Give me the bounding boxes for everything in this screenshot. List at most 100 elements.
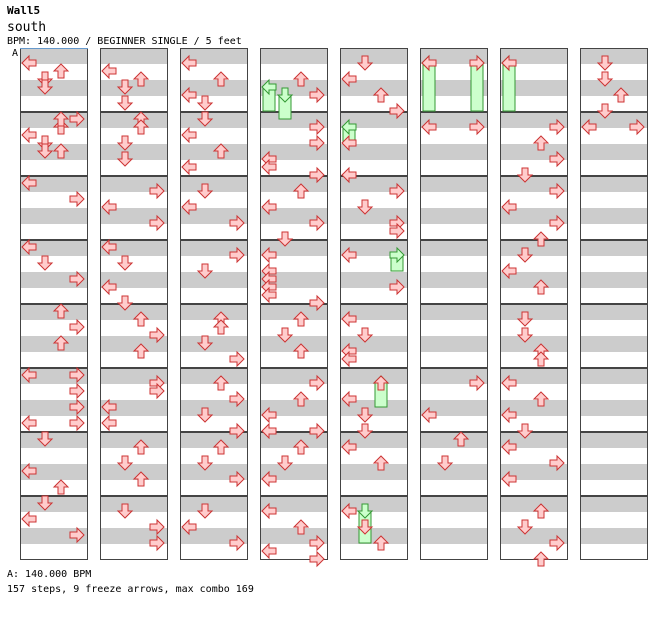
step-arrow (341, 438, 357, 456)
measure-frame (420, 48, 488, 112)
step-arrow (356, 199, 374, 215)
stripe (580, 472, 648, 480)
step-arrow (372, 87, 390, 103)
measure-frame (580, 112, 648, 176)
measure-frame (180, 304, 248, 368)
stripe (500, 440, 568, 448)
stripe (260, 472, 328, 480)
step-arrow (261, 246, 277, 264)
stripe (500, 80, 568, 88)
stripe (580, 48, 648, 56)
step-arrow (116, 151, 134, 167)
stripe (260, 368, 328, 376)
step-arrow (292, 71, 310, 87)
stripe (420, 528, 488, 536)
measure-frame (420, 304, 488, 368)
measure-frame (420, 240, 488, 304)
stripe (260, 184, 328, 192)
measure-frame (340, 240, 408, 304)
step-arrow (132, 471, 150, 487)
song-artist: south (7, 20, 47, 35)
step-arrow (501, 262, 517, 280)
step-arrow (389, 182, 405, 200)
stripe (420, 120, 488, 128)
step-arrow (196, 111, 214, 127)
measure-frame (580, 368, 648, 432)
stripe (20, 88, 88, 96)
stripe (180, 528, 248, 536)
stripe (420, 152, 488, 160)
stripe (580, 536, 648, 544)
stripe (100, 240, 168, 248)
stripe (420, 280, 488, 288)
step-arrow (261, 502, 277, 520)
freeze-arrow-head (261, 78, 277, 96)
stripe (100, 368, 168, 376)
stripe (580, 408, 648, 416)
step-arrow (549, 182, 565, 200)
measure-frame (580, 240, 648, 304)
stripe (20, 440, 88, 448)
stripe (100, 464, 168, 472)
stripe (340, 144, 408, 152)
step-arrow (309, 294, 325, 312)
step-arrow (69, 398, 85, 416)
stripe (180, 216, 248, 224)
measure-frame (20, 112, 88, 176)
stripe (340, 48, 408, 56)
step-arrow (309, 550, 325, 568)
stripe (340, 176, 408, 184)
stripe (500, 216, 568, 224)
measure-frame (180, 112, 248, 176)
stripe (180, 184, 248, 192)
stripe (340, 272, 408, 280)
stripe (180, 312, 248, 320)
step-arrow (581, 118, 597, 136)
step-arrow (261, 198, 277, 216)
step-arrow (596, 71, 614, 87)
stripe (340, 152, 408, 160)
step-arrow (469, 374, 485, 392)
stripe (500, 344, 568, 352)
stripe (340, 472, 408, 480)
stripe (580, 528, 648, 536)
stripe (100, 304, 168, 312)
step-arrow (116, 455, 134, 471)
stripe (20, 504, 88, 512)
step-arrow (116, 95, 134, 111)
step-arrow (421, 406, 437, 424)
measure-frame (260, 176, 328, 240)
stripe (260, 272, 328, 280)
stripe (20, 400, 88, 408)
stripe (580, 240, 648, 248)
stripe (420, 248, 488, 256)
step-arrow (356, 423, 374, 439)
stripe (20, 368, 88, 376)
stripe (260, 216, 328, 224)
stripe (100, 536, 168, 544)
stripe (260, 56, 328, 64)
step-arrow (132, 311, 150, 327)
stripe (500, 176, 568, 184)
stripe (580, 152, 648, 160)
step-arrow (69, 318, 85, 336)
measure-frame (340, 496, 408, 560)
measure-frame (260, 432, 328, 496)
step-arrow (21, 366, 37, 384)
step-arrow (52, 479, 70, 495)
stripe (340, 56, 408, 64)
freeze-arrow-head (276, 87, 294, 103)
step-arrow (292, 183, 310, 199)
measure-frame (260, 368, 328, 432)
stripe (260, 280, 328, 288)
step-arrow (69, 526, 85, 544)
measure-frame (260, 48, 328, 112)
measure-frame (20, 176, 88, 240)
step-arrow (52, 335, 70, 351)
stripe (100, 216, 168, 224)
measure-frame (500, 240, 568, 304)
step-arrow (149, 518, 165, 536)
stripe (580, 376, 648, 384)
step-arrow (532, 551, 550, 567)
